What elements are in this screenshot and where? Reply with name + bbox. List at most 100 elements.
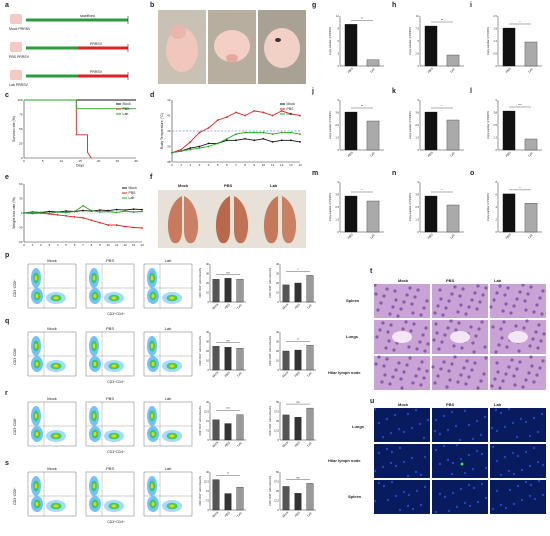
legend-label: PBS [287,107,295,111]
nucleus [437,347,441,351]
nucleus [405,363,409,367]
nucleus [433,311,437,315]
data-point-mock [289,139,292,142]
nucleus [515,297,519,301]
bar-mock [212,479,220,511]
y-tick-label: 0 [208,438,210,442]
nucleus [467,375,471,379]
schematic-row-lab [10,70,129,80]
dapi-nucleus [423,455,427,459]
nucleus [413,295,417,299]
dapi-nucleus [519,417,523,421]
fluorescence-panel-u [374,408,546,514]
nucleus [385,357,389,361]
y-tick-label: 20 [276,281,279,285]
dapi-nucleus [423,485,427,489]
x-tick-label: PBS [505,233,512,240]
nucleus [389,323,393,327]
data-point-mock [65,210,68,212]
y-tick-label: -60 [18,240,23,244]
nucleus [460,346,464,350]
nucleus [391,305,395,309]
nucleus [523,299,527,303]
cell-population-peak [35,362,39,366]
dapi-nucleus [410,456,414,460]
significance-label: ** [361,16,364,20]
nucleus [461,287,465,291]
dapi-nucleus [468,504,472,508]
flow-y-axis-label: CD3⁺CD8⁺ [13,347,17,365]
dapi-nucleus [438,432,442,436]
nucleus [518,360,522,364]
y-tick-label: 1.3 [335,218,339,222]
nucleus [449,319,453,323]
panel-label-s: s [5,460,9,467]
cell-population-peak [111,504,117,508]
dapi-nucleus [374,408,377,411]
nucleus [535,303,539,307]
nucleus [448,378,452,382]
y-tick-label: 0.6 [493,52,497,56]
panel-label-r: r [5,390,8,397]
dapi-nucleus [503,455,507,459]
y-tick-label: 2 [496,218,498,222]
fluorescence-image [432,480,488,514]
dapi-nucleus [459,487,463,491]
y-tick-label: 2.5 [493,123,497,127]
nucleus [399,307,403,311]
dapi-nucleus [446,458,450,462]
bar-lab [524,138,538,151]
bar-pbs [224,347,232,371]
data-point-pbs [180,148,183,151]
x-tick-label: Lab [236,441,243,448]
dapi-nucleus [407,493,411,497]
nucleus [532,310,536,314]
y-tick-label: 40 [276,262,279,266]
y-tick-label: 2.5 [493,14,497,18]
dapi-nucleus [414,470,418,474]
pig-icon [10,14,22,24]
nucleus [374,292,378,296]
data-point-lab [90,209,93,212]
x-tick-label: Lab [236,511,243,518]
nucleus [472,350,476,354]
cell-population-peak [92,413,96,419]
y-tick-label: 20 [276,349,279,353]
piglet-photos-panel-b [158,10,306,84]
histology-image [490,284,546,318]
dapi-nucleus [516,454,520,458]
cell-population-peak [150,483,154,489]
dapi-nucleus [381,465,385,469]
x-tick-label: 4 [57,243,59,247]
cell-population-peak [35,294,39,298]
y-axis-label: CD3⁺CD4⁺ cell in blood% [198,475,202,506]
y-tick-label: -30 [18,226,23,230]
x-tick-label: Mock [281,440,289,448]
panel-label-e: e [5,174,9,181]
x-tick-label: PBS [294,441,301,448]
nucleus [512,304,516,308]
y-tick-label: 0 [338,64,340,68]
dapi-nucleus [402,460,406,464]
bar-mock [212,346,220,371]
significance-label: * [361,188,363,192]
dapi-nucleus [419,473,423,477]
x-tick-label: PBS [347,151,354,158]
data-point-mock [48,210,51,213]
nucleus [495,361,499,365]
nucleus [418,340,422,344]
schematic-label-mock: Mock PRRSV [9,27,31,31]
data-point-pbs [235,111,237,114]
x-tick-label: PBS [427,67,434,74]
x-tick-label: 0 [171,163,173,167]
dapi-nucleus [524,480,528,484]
nucleus [404,320,408,324]
nucleus [411,311,415,315]
x-tick-label: Lab [236,371,243,378]
nucleus [456,310,460,314]
x-tick-label: Lab [306,511,313,518]
data-point-lab [39,212,42,214]
nucleus [531,337,535,341]
nucleus [459,303,463,307]
panel-label-q: q [5,318,10,325]
